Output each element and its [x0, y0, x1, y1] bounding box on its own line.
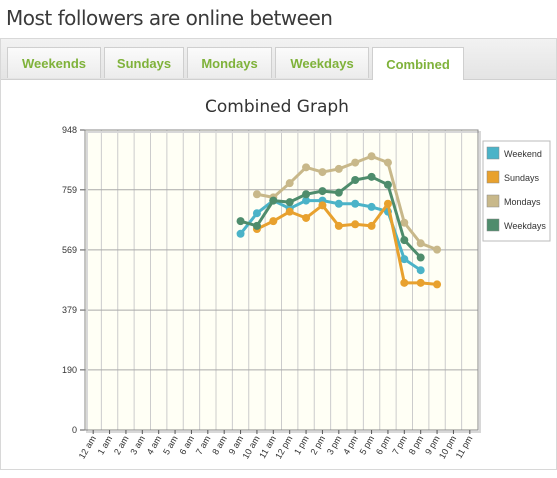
y-tick-label: 569	[62, 245, 77, 255]
data-point	[334, 199, 343, 208]
data-point	[334, 221, 343, 230]
x-tick-label: 6 pm	[374, 434, 393, 456]
y-tick-label: 190	[62, 365, 77, 375]
data-point	[416, 253, 425, 262]
chart-legend: Weekend Sundays Mondays Weekdays	[482, 140, 551, 242]
legend-label: Weekend	[504, 149, 542, 159]
tab-bar: Weekends Sundays Mondays Weekdays Combin…	[1, 39, 556, 80]
data-point	[302, 190, 311, 199]
plot-frame	[84, 129, 479, 431]
data-point	[269, 196, 278, 205]
data-point	[383, 158, 392, 167]
x-tick-label: 3 am	[128, 434, 147, 456]
data-point	[383, 199, 392, 208]
data-point	[285, 198, 294, 207]
data-point	[416, 278, 425, 287]
data-point	[236, 229, 245, 238]
data-point	[351, 199, 360, 208]
legend-label: Weekdays	[504, 221, 546, 231]
plot-area: 0 190 379 569 759 948 12 am1 am2 am3 am4 am5 a…	[62, 125, 481, 461]
data-point	[433, 280, 442, 289]
data-point	[318, 168, 327, 177]
data-point	[318, 187, 327, 196]
page-title: Most followers are online between	[6, 6, 333, 30]
data-point	[400, 218, 409, 227]
data-point	[351, 176, 360, 184]
data-point	[400, 278, 409, 287]
data-point	[318, 201, 327, 210]
data-point	[367, 172, 376, 181]
data-point	[383, 180, 392, 189]
data-point	[351, 220, 360, 229]
data-point	[367, 152, 376, 161]
x-tick-label: 2 am	[112, 434, 131, 456]
data-point	[334, 188, 343, 197]
data-point	[416, 239, 425, 248]
y-tick-label: 379	[62, 305, 77, 315]
x-tick-label: 2 pm	[309, 434, 328, 456]
data-point	[367, 202, 376, 211]
y-tick-label: 0	[72, 425, 77, 435]
data-point	[400, 236, 409, 245]
x-tick-label: 8 pm	[407, 434, 426, 456]
x-tick-label: 4 am	[145, 434, 164, 456]
x-tick-label: 7 am	[194, 434, 213, 456]
data-point	[334, 164, 343, 173]
legend-label: Mondays	[504, 197, 541, 207]
data-point	[302, 213, 311, 222]
tab-mondays[interactable]: Mondays	[187, 47, 272, 78]
chart-title: Combined Graph	[205, 97, 349, 117]
legend-swatch	[486, 146, 500, 160]
tab-combined[interactable]: Combined	[372, 47, 464, 80]
data-point	[236, 217, 245, 226]
x-tick-label: 12 am	[77, 434, 98, 461]
data-point	[269, 217, 278, 226]
x-tick-label: 1 pm	[292, 434, 311, 456]
series-line	[240, 175, 422, 259]
data-point	[285, 179, 294, 188]
legend-label: Sundays	[504, 173, 540, 183]
legend-swatch	[486, 194, 500, 208]
data-point	[302, 196, 311, 205]
x-tick-label: 5 pm	[358, 434, 377, 456]
data-point	[252, 221, 261, 230]
tab-sundays[interactable]: Sundays	[104, 47, 184, 78]
y-tick-label: 759	[62, 185, 77, 195]
x-tick-label: 5 am	[161, 434, 180, 456]
tab-weekdays[interactable]: Weekdays	[275, 47, 369, 78]
legend-swatch	[486, 218, 500, 232]
x-tick-label: 1 am	[96, 434, 115, 456]
x-tick-label: 3 pm	[325, 434, 344, 456]
x-tick-label: 4 pm	[341, 434, 360, 456]
x-tick-label: 11 pm	[454, 434, 475, 460]
x-tick-label: 6 am	[178, 434, 197, 456]
data-point	[400, 255, 409, 264]
data-point	[252, 190, 261, 199]
data-point	[302, 163, 311, 172]
data-point	[433, 245, 442, 254]
data-point	[416, 266, 425, 275]
x-tick-label: 8 am	[210, 434, 229, 456]
data-point	[285, 207, 294, 216]
data-point	[351, 158, 360, 167]
tab-weekends[interactable]: Weekends	[7, 47, 101, 78]
legend-swatch	[486, 170, 500, 184]
plot-shadow	[86, 131, 481, 433]
x-tick-label: 12 pm	[273, 434, 294, 461]
data-point	[367, 221, 376, 230]
x-tick-label: 7 pm	[390, 434, 409, 456]
data-point	[252, 209, 261, 218]
y-tick-label: 948	[62, 125, 77, 135]
